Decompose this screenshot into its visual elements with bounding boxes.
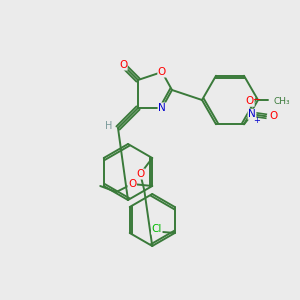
Text: N: N bbox=[158, 103, 166, 113]
Text: H: H bbox=[105, 121, 113, 131]
Text: O: O bbox=[269, 111, 277, 121]
Text: O: O bbox=[158, 67, 166, 77]
Text: O: O bbox=[128, 179, 136, 189]
Text: O: O bbox=[246, 96, 254, 106]
Text: O: O bbox=[119, 60, 127, 70]
Text: CH₃: CH₃ bbox=[274, 97, 291, 106]
Text: N: N bbox=[248, 109, 256, 119]
Text: +: + bbox=[254, 116, 260, 125]
Text: −: − bbox=[253, 95, 261, 105]
Text: Cl: Cl bbox=[152, 224, 162, 234]
Text: O: O bbox=[136, 169, 144, 179]
